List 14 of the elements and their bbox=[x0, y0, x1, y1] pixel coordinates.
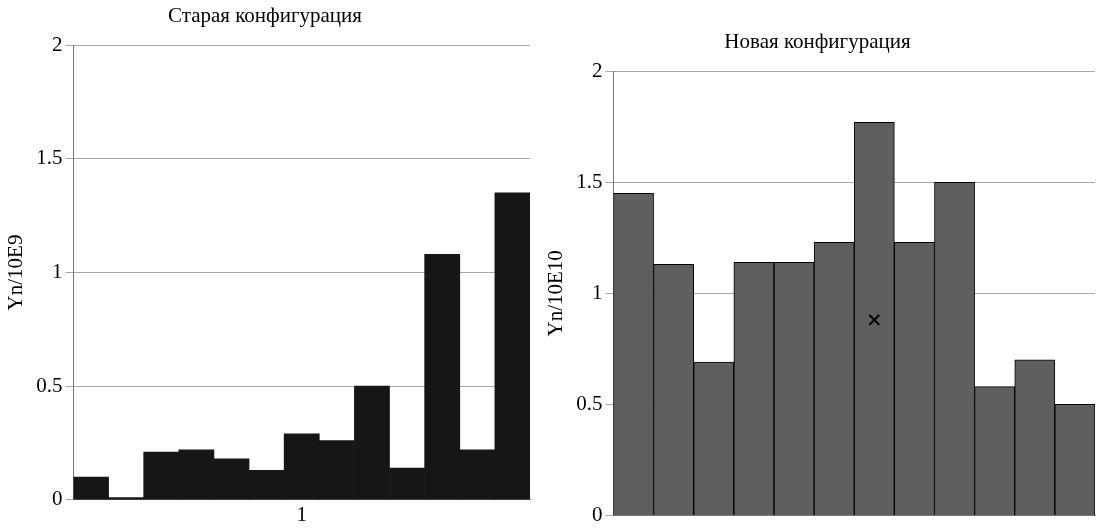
y-tick-label: 2 bbox=[51, 31, 63, 56]
y-axis-title: Yn/10E10 bbox=[543, 250, 568, 337]
y-tick-label: 0.5 bbox=[36, 372, 63, 397]
y-tick-label: 0.5 bbox=[576, 390, 603, 415]
y-tick-label: 1 bbox=[591, 279, 603, 304]
y-tick-label: 2 bbox=[591, 57, 603, 82]
chart-title: Новая конфигурация bbox=[724, 29, 911, 54]
y-tick-label: 0 bbox=[591, 501, 603, 526]
y-tick-label: 1.5 bbox=[36, 145, 63, 170]
y-axis-title: Yn/10E9 bbox=[3, 234, 28, 311]
y-tick-label: 0 bbox=[51, 486, 63, 511]
chart-title: Старая конфигурация bbox=[167, 3, 363, 28]
y-tick-label: 1 bbox=[51, 259, 63, 284]
y-tick-label: 1.5 bbox=[576, 168, 603, 193]
